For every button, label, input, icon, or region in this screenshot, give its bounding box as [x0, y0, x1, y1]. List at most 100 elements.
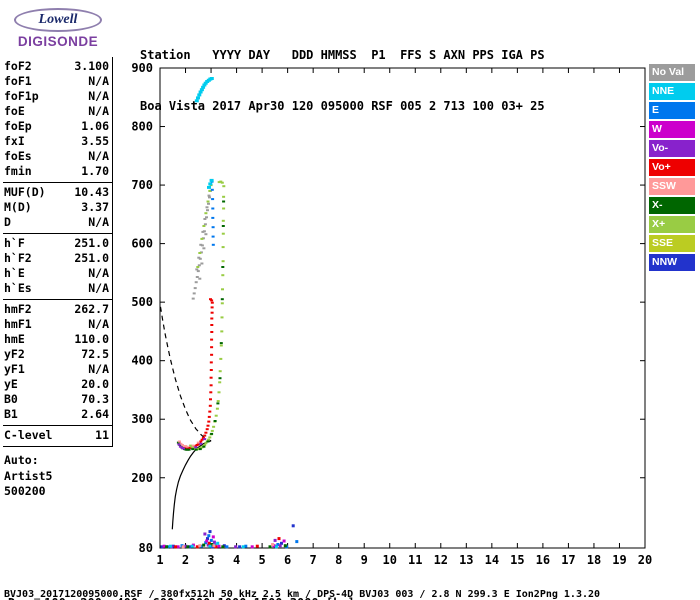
echo-dot-x-mode-f-trace — [220, 316, 224, 319]
echo-dot-o-mode-f-trace — [209, 391, 213, 394]
echo-dot-top-cyan-echoes — [201, 85, 206, 89]
echo-dot-spread-f-noval — [207, 194, 211, 197]
echo-dot-x-mode-dark — [202, 445, 206, 448]
echo-dot-x-mode-dark — [206, 440, 210, 443]
param-label: yF2 — [4, 347, 25, 361]
echo-dot-o-mode-f-trace — [207, 415, 211, 418]
echo-dot-spread-f-noval — [194, 281, 198, 284]
param-row: B0 70.3 — [3, 392, 112, 407]
echo-dot-e-region-e — [204, 541, 208, 545]
x-tick-label: 1 — [156, 553, 163, 567]
param-label: B1 — [4, 407, 18, 421]
echo-dot-spread-f-green — [206, 200, 210, 203]
echo-dot-spread-f-green — [202, 225, 206, 227]
echo-dot-x-mode-f-trace — [221, 288, 224, 291]
echo-dot-e-region-e — [276, 543, 280, 546]
param-group: h`F 251.0 h`F2 251.0 h`E N/A h`Es N/A — [3, 234, 112, 300]
x-tick-label: 13 — [459, 553, 473, 567]
legend-item-vo: Vo- — [649, 140, 695, 157]
legend-item-x: X+ — [649, 216, 695, 233]
param-group: MUF(D) 10.43 M(D) 3.37 D N/A — [3, 183, 112, 234]
echo-dot-e-region-e — [244, 544, 248, 548]
echo-dot-x-mode-f-trace — [216, 400, 220, 403]
param-value: N/A — [88, 215, 109, 229]
echo-dot-top-cyan-echoes — [194, 99, 199, 103]
autoscaling-info: Auto: Artist5 500200 — [3, 453, 113, 500]
echo-dot-x-mode-dark — [187, 448, 191, 451]
echo-dot-trace-start-pink — [179, 442, 183, 445]
echo-dot-e-region-w — [217, 544, 221, 548]
param-label: foEs — [4, 149, 32, 163]
x-tick-label: 19 — [612, 553, 626, 567]
echo-dot-x-mode-f-trace — [220, 330, 224, 333]
echo-dot-e-region-nnw — [171, 544, 175, 548]
echo-dot-e-region-ssw — [212, 544, 216, 548]
echo-dot-spread-f-noval — [203, 223, 207, 226]
echo-dot-x-mode-f-trace — [208, 436, 212, 439]
echo-dot-e-region-vo-plus — [255, 544, 259, 548]
echo-dot-e-region-vo-minus — [278, 544, 282, 548]
echo-dot-x-mode-f-trace — [222, 185, 226, 188]
param-value: N/A — [88, 281, 109, 295]
echo-dot-o-mode-f-trace — [209, 298, 212, 301]
echo-dot-top-cyan-echoes — [209, 77, 214, 80]
echo-dot-spread-f-noval — [196, 270, 200, 273]
param-row: foF2 3.100 — [3, 59, 112, 74]
echo-dot-descending-blue — [211, 207, 215, 210]
echo-dot-trace-start-pink — [196, 441, 200, 444]
echo-dot-o-mode-f-trace — [210, 317, 214, 320]
param-value: 72.5 — [81, 347, 109, 361]
param-row: fxI 3.55 — [3, 134, 112, 149]
echo-dot-e-region-nne — [169, 544, 172, 548]
param-value: 1.06 — [81, 119, 109, 133]
echo-dot-e-region-x-minus — [283, 544, 287, 548]
param-groups: foF2 3.100 foF1 N/A foF1p N/A foE N/A foEp 1.06 fx… — [3, 57, 113, 447]
param-label: hmF1 — [4, 317, 32, 331]
echo-dot-x-mode-f-trace — [220, 181, 224, 184]
echo-dot-spread-f-noval — [204, 233, 208, 236]
param-row: M(D) 3.37 — [3, 200, 112, 215]
echo-dot-o-mode-f-trace — [208, 404, 212, 407]
echo-dot-spread-f-noval — [200, 244, 204, 247]
echo-dot-x-mode-f-trace — [218, 381, 222, 384]
echo-dot-e-region-vo-minus — [273, 538, 277, 542]
param-value: N/A — [88, 74, 109, 88]
auto-line: Auto: — [4, 453, 39, 467]
param-label: h`F2 — [4, 251, 32, 265]
echo-dot-o-mode-f-trace — [210, 331, 214, 333]
param-group: hmF2 262.7 hmF1 N/A hmE 110.0 yF2 72.5 yF1 N/A yE 2… — [3, 300, 112, 426]
echo-dot-x-mode-dark — [222, 200, 226, 203]
echo-dot-x-mode-f-trace — [222, 195, 226, 198]
x-tick-label: 9 — [361, 553, 368, 567]
param-value: 262.7 — [74, 302, 109, 316]
param-row: yE 20.0 — [3, 377, 112, 392]
echo-dot-top-cyan-echoes — [202, 83, 207, 87]
echo-dot-trace-start-pink — [185, 445, 189, 448]
echo-dot-o-mode-f-trace — [208, 410, 212, 413]
echo-dot-x-mode-f-trace — [218, 370, 222, 373]
echo-dot-e-region-w — [282, 539, 286, 543]
param-row: foEp 1.06 — [3, 119, 112, 134]
x-tick-label: 5 — [258, 553, 265, 567]
echo-dot-x-mode-dark — [216, 402, 220, 405]
echo-dot-x-mode-f-trace — [221, 219, 225, 222]
echo-dot-trace-start-pink — [177, 440, 181, 443]
echo-dot-top-cyan-echoes — [209, 178, 214, 182]
echo-dot-x-mode-dark — [210, 432, 214, 435]
echo-dot-x-mode-f-trace — [210, 429, 214, 432]
lowell-logo-oval: Lowell — [14, 8, 102, 32]
echo-dot-e-region-x-minus — [186, 545, 190, 549]
echo-dot-trace-start-pink — [181, 444, 184, 446]
plot-frame — [159, 67, 646, 549]
echo-dot-spread-f-green — [196, 266, 200, 268]
echo-dot-spread-f-green — [200, 237, 204, 240]
param-row: h`F 251.0 — [3, 236, 112, 251]
y-tick-label: 80 — [139, 541, 153, 555]
echo-dot-x-mode-f-trace — [222, 207, 226, 210]
param-label: yE — [4, 377, 18, 391]
header-columns-line: Station YYYY DAY DDD HMMSS P1 FFS S AXN … — [140, 48, 545, 62]
echo-dot-e-region-vo-minus — [234, 545, 238, 549]
echo-dot-top-cyan-echoes — [208, 182, 213, 186]
x-tick-label: 3 — [207, 553, 214, 567]
echo-dot-x-mode-dark — [219, 342, 223, 345]
